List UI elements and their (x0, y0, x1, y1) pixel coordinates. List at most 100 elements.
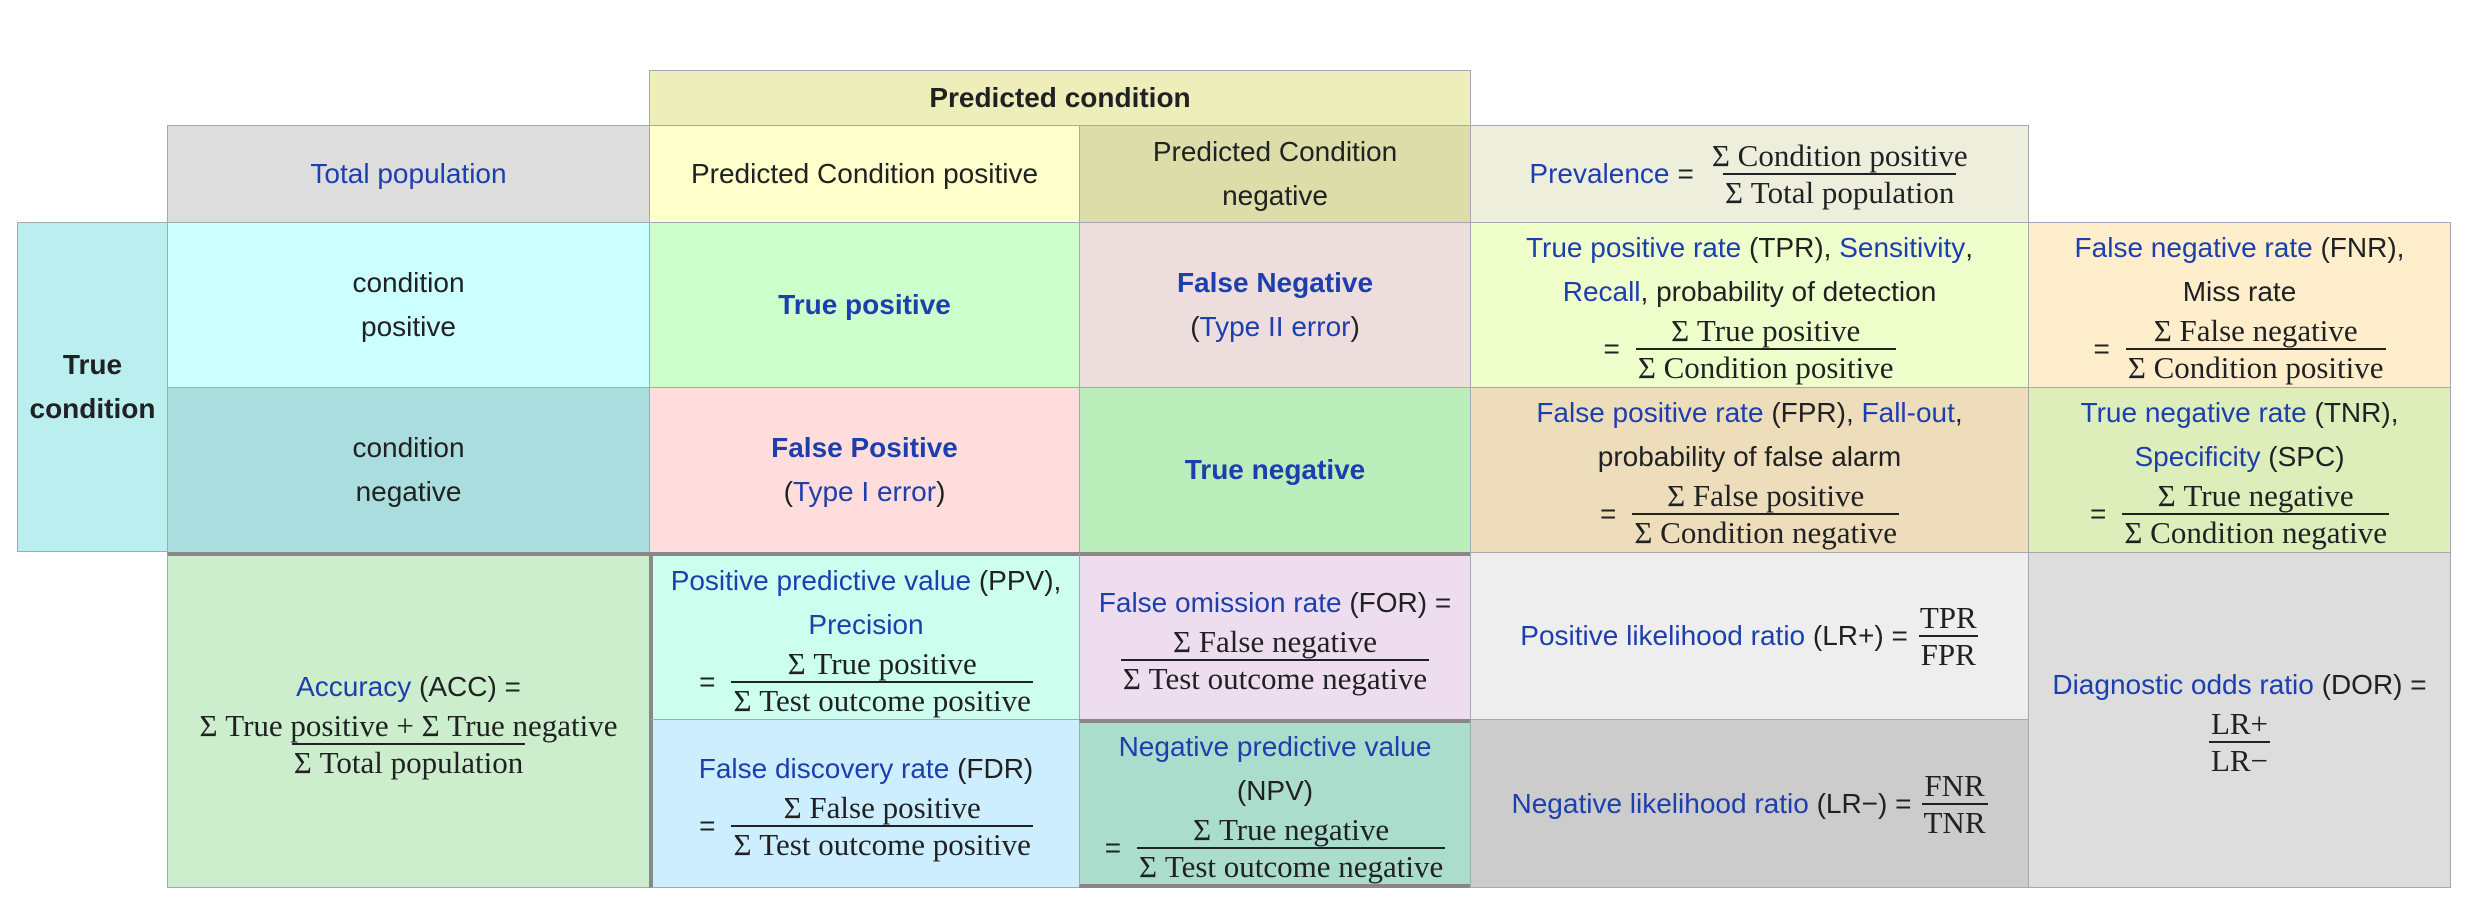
predicted-positive-cell: Predicted Condition positive (649, 125, 1080, 223)
predicted-negative-label-line1: Predicted Condition (1152, 136, 1398, 167)
accuracy-denominator: Σ Total population (291, 742, 526, 780)
equals-sign: = (1677, 158, 1694, 189)
sensitivity-link[interactable]: Sensitivity (1839, 232, 1966, 263)
accuracy-numerator: Σ True positive + Σ True negative (199, 707, 618, 743)
fnr-numerator: Σ False negative (2153, 313, 2358, 348)
lr-negative-numerator: FNR (1924, 767, 1985, 803)
type-2-error-link[interactable]: Type II error (1199, 311, 1351, 342)
fdr-cell: False discovery rate (FDR) = Σ False pos… (649, 719, 1080, 888)
ppv-abbr: (PPV), (978, 564, 1062, 596)
predicted-negative-cell: Predicted Condition negative (1079, 125, 1471, 223)
true-positive-label: True positive (778, 289, 951, 320)
fpr-numerator: Σ False positive (1667, 478, 1865, 513)
equals-sign: = (1104, 831, 1122, 863)
fdr-formula: Σ False positive Σ Test outcome positive (731, 791, 1033, 862)
precision-link[interactable]: Precision (808, 608, 924, 640)
fpr-name[interactable]: False positive rate (1536, 397, 1764, 428)
ppv-formula: Σ True positive Σ Test outcome positive (731, 645, 1033, 718)
npv-formula: Σ True negative Σ Test outcome negative (1137, 811, 1446, 884)
dor-denominator: LR− (2208, 741, 2271, 778)
true-negative-cell: True negative (1079, 387, 1471, 553)
ppv-name[interactable]: Positive predictive value (670, 564, 972, 596)
condition-positive-cell: condition positive (167, 222, 650, 388)
fdr-denominator: Σ Test outcome positive (731, 824, 1033, 862)
total-population-cell: Total population (167, 125, 650, 223)
ppv-denominator: Σ Test outcome positive (731, 680, 1033, 718)
spc-abbr: (SPC) (2268, 441, 2345, 472)
lr-positive-name[interactable]: Positive likelihood ratio (1520, 620, 1806, 651)
fpr-abbr: (FPR), (1771, 397, 1854, 428)
accuracy-cell: Accuracy (ACC) = Σ True positive + Σ Tru… (167, 552, 650, 888)
fnr-cell: False negative rate (FNR), Miss rate = Σ… (2028, 222, 2451, 388)
npv-name[interactable]: Negative predictive value (1118, 730, 1432, 762)
for-numerator: Σ False negative (1173, 623, 1377, 659)
dor-formula: LR+ LR− (2208, 706, 2271, 778)
paren-close: ) (1350, 311, 1360, 342)
npv-denominator: Σ Test outcome negative (1137, 846, 1446, 884)
dor-numerator: LR+ (2210, 706, 2269, 741)
lr-positive-denominator: FPR (1918, 635, 1978, 672)
tnr-abbr: (TNR), (2314, 397, 2399, 428)
tnr-name[interactable]: True negative rate (2080, 397, 2307, 428)
recall-link[interactable]: Recall (1562, 276, 1641, 307)
tnr-cell: True negative rate (TNR), Specificity (S… (2028, 387, 2451, 553)
positive-likelihood-ratio-cell: Positive likelihood ratio (LR+) = TPR FP… (1470, 552, 2029, 720)
npv-cell: Negative predictive value (NPV) = Σ True… (1079, 719, 1471, 888)
for-denominator: Σ Test outcome negative (1120, 658, 1430, 696)
lr-positive-numerator: TPR (1919, 600, 1977, 635)
equals-sign: = (2093, 333, 2110, 364)
dor-cell: Diagnostic odds ratio (DOR) = LR+ LR− (2028, 552, 2451, 888)
tnr-numerator: Σ True negative (2157, 478, 2354, 513)
type-1-error-link[interactable]: Type I error (792, 476, 937, 507)
lr-negative-formula: FNR TNR (1921, 767, 1988, 839)
ppv-cell: Positive predictive value (PPV), Precisi… (649, 552, 1080, 720)
condition-negative-line1: condition (352, 432, 465, 463)
dor-name[interactable]: Diagnostic odds ratio (2052, 669, 2314, 700)
condition-positive-line2: positive (361, 311, 456, 342)
for-name[interactable]: False omission rate (1098, 586, 1342, 618)
prevalence-formula: Σ Condition positive Σ Total population (1710, 139, 1970, 209)
for-abbr: (FOR) = (1349, 586, 1452, 618)
predicted-positive-label: Predicted Condition positive (690, 158, 1039, 189)
ppv-numerator: Σ True positive (787, 645, 977, 681)
true-negative-label: True negative (1184, 454, 1366, 485)
equals-sign: = (699, 809, 716, 841)
true-condition-header: True condition (17, 222, 168, 552)
fpr-rest: probability of false alarm (1597, 441, 1902, 472)
equals-sign: = (1600, 498, 1617, 529)
total-population-label: Total population (310, 158, 507, 189)
equals-sign: = (2090, 498, 2107, 529)
npv-numerator: Σ True negative (1193, 811, 1390, 847)
accuracy-abbr: (ACC) = (419, 670, 521, 702)
fnr-abbr: (FNR), (2320, 232, 2405, 263)
specificity-link[interactable]: Specificity (2134, 441, 2261, 472)
fnr-denominator: Σ Condition positive (2125, 348, 2386, 385)
predicted-condition-header: Predicted condition (649, 70, 1471, 126)
condition-negative-cell: condition negative (167, 387, 650, 553)
tpr-numerator: Σ True positive (1671, 313, 1861, 348)
lr-negative-abbr: (LR−) = (1816, 787, 1912, 819)
npv-abbr: (NPV) (1236, 774, 1314, 806)
true-condition-label-line2: condition (29, 393, 156, 424)
fdr-name[interactable]: False discovery rate (698, 752, 950, 784)
for-formula: Σ False negative Σ Test outcome negative (1120, 623, 1430, 696)
equals-sign: = (1603, 333, 1620, 364)
accuracy-name[interactable]: Accuracy (296, 670, 412, 702)
predicted-condition-label: Predicted condition (929, 82, 1191, 113)
tpr-name[interactable]: True positive rate (1525, 232, 1742, 263)
tpr-abbr: (TPR), (1749, 232, 1832, 263)
prevalence-cell: Prevalence = Σ Condition positive Σ Tota… (1470, 125, 2029, 223)
prevalence-denominator: Σ Total population (1723, 173, 1957, 210)
tnr-denominator: Σ Condition negative (2122, 513, 2389, 550)
dor-abbr: (DOR) = (2321, 669, 2427, 700)
fnr-name[interactable]: False negative rate (2074, 232, 2313, 263)
paren-open: ( (783, 476, 793, 507)
false-negative-label: False Negative (1176, 267, 1374, 298)
fall-out-link[interactable]: Fall-out (1861, 397, 1955, 428)
paren-open: ( (1190, 311, 1200, 342)
lr-negative-name[interactable]: Negative likelihood ratio (1511, 787, 1809, 819)
false-positive-label: False Positive (771, 432, 958, 463)
miss-rate-label: Miss rate (2182, 276, 2297, 307)
tpr-formula: Σ True positive Σ Condition positive (1635, 313, 1896, 384)
predicted-negative-label-line2: negative (1222, 180, 1328, 211)
